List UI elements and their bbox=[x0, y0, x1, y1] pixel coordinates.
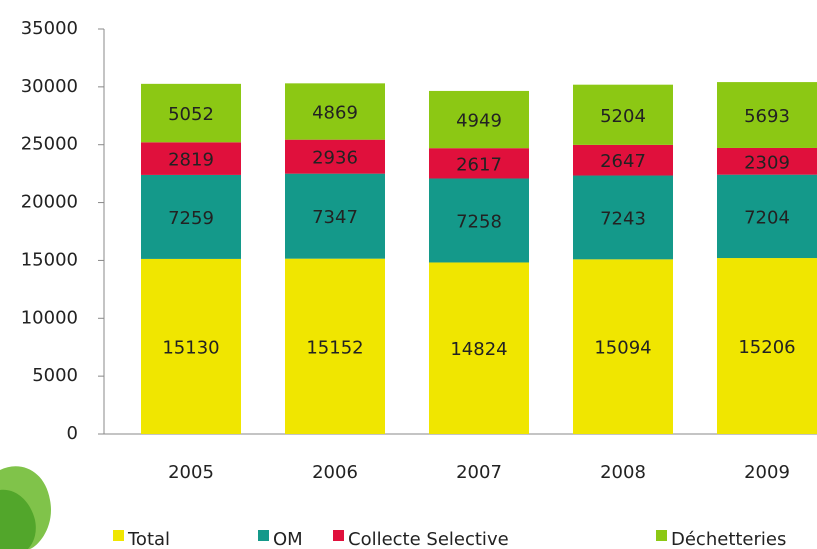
legend-swatch bbox=[333, 530, 344, 541]
data-label: 2309 bbox=[744, 152, 790, 173]
x-tick-label: 2005 bbox=[168, 462, 214, 483]
x-tick-label: 2009 bbox=[744, 462, 790, 483]
data-label: 5693 bbox=[744, 106, 790, 127]
data-label: 5204 bbox=[600, 106, 646, 127]
x-tick-label: 2008 bbox=[600, 462, 646, 483]
data-label: 4869 bbox=[312, 103, 358, 124]
data-label: 7347 bbox=[312, 207, 358, 228]
y-tick-label: 0 bbox=[67, 423, 78, 444]
data-label: 15094 bbox=[594, 338, 651, 359]
data-label: 15130 bbox=[162, 337, 219, 358]
data-label: 15206 bbox=[738, 337, 795, 358]
y-tick-label: 35000 bbox=[21, 18, 78, 39]
data-label: 2647 bbox=[600, 151, 646, 172]
x-tick-label: 2006 bbox=[312, 462, 358, 483]
data-label: 15152 bbox=[306, 337, 363, 358]
page: 0 5000 10000 15000 20000 25000 30000 35000 2005 1… bbox=[0, 0, 817, 549]
data-label: 2617 bbox=[456, 154, 502, 175]
legend-label: Déchetteries bbox=[671, 529, 786, 549]
data-label: 7243 bbox=[600, 208, 646, 229]
y-tick-label: 30000 bbox=[21, 76, 78, 97]
data-label: 5052 bbox=[168, 104, 214, 125]
legend-swatch bbox=[113, 530, 124, 541]
y-tick-label: 20000 bbox=[21, 192, 78, 213]
data-label: 4949 bbox=[456, 111, 502, 132]
legend-swatch bbox=[656, 530, 667, 541]
data-label: 7259 bbox=[168, 208, 214, 229]
y-tick-label: 5000 bbox=[32, 365, 78, 386]
y-tick-label: 10000 bbox=[21, 307, 78, 328]
data-label: 14824 bbox=[450, 339, 507, 360]
data-label: 7204 bbox=[744, 207, 790, 228]
legend-label: OM bbox=[273, 529, 303, 549]
legend-label: Collecte Selective bbox=[348, 529, 509, 549]
y-tick-label: 15000 bbox=[21, 249, 78, 270]
data-label: 7258 bbox=[456, 211, 502, 232]
y-tick-label: 25000 bbox=[21, 134, 78, 155]
x-tick-label: 2007 bbox=[456, 462, 502, 483]
legend-swatch bbox=[258, 530, 269, 541]
data-label: 2819 bbox=[168, 150, 214, 171]
chart: 0 5000 10000 15000 20000 25000 30000 35000 2005 1… bbox=[0, 0, 817, 549]
data-label: 2936 bbox=[312, 148, 358, 169]
legend-label: Total bbox=[127, 529, 170, 549]
